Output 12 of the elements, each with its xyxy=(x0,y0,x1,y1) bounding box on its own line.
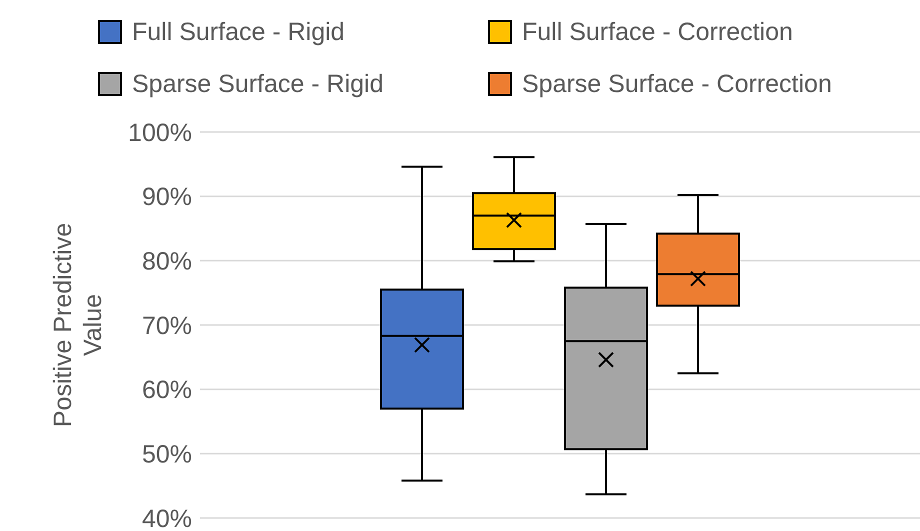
y-tick-label: 50% xyxy=(142,440,192,469)
y-tick-label: 80% xyxy=(142,248,192,276)
legend-label: Sparse Surface - Rigid xyxy=(132,70,384,98)
legend-label: Full Surface - Rigid xyxy=(132,18,345,46)
y-tick-label: 90% xyxy=(142,183,192,212)
y-tick-label: 60% xyxy=(142,376,192,404)
legend-label: Full Surface - Correction xyxy=(522,18,793,46)
y-tick-label: 100% xyxy=(128,118,192,147)
y-tick-label: 40% xyxy=(142,504,192,531)
legend-label: Sparse Surface - Correction xyxy=(522,70,832,98)
y-axis-title: Positive Predictive Value xyxy=(49,222,107,428)
y-tick-label: 70% xyxy=(142,312,192,340)
